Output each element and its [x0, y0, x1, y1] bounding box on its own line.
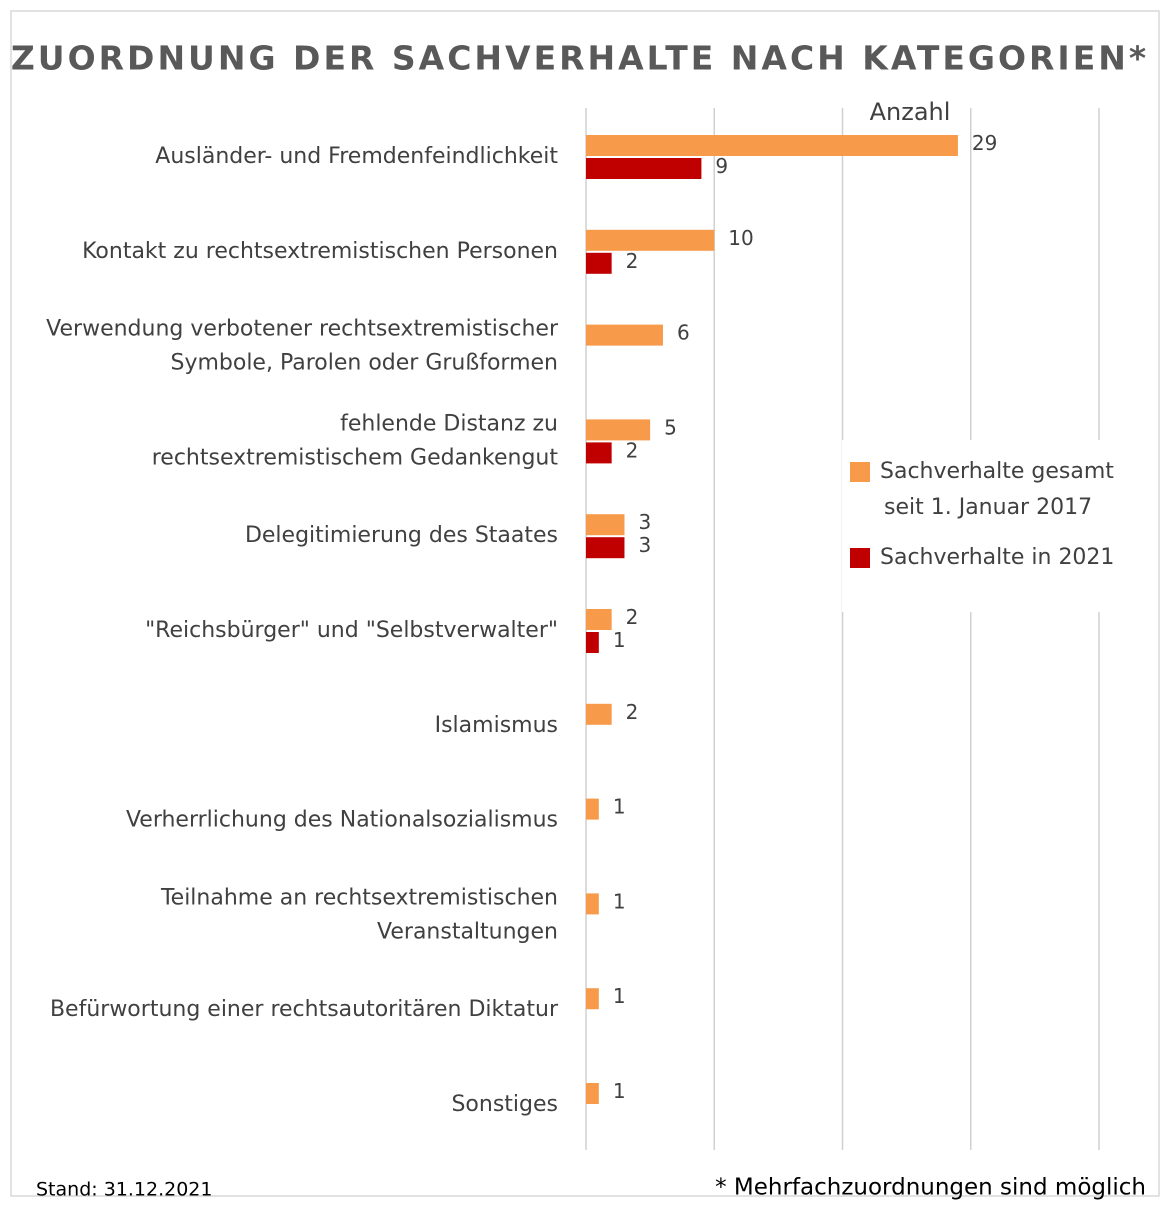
bar: [586, 537, 625, 559]
bar: [586, 324, 663, 346]
value-label: 1: [613, 628, 626, 652]
value-label: 2: [626, 249, 639, 273]
y-tick-label: Kontakt zu rechtsextremistischen Persone…: [82, 239, 558, 264]
value-label: 2: [626, 605, 639, 629]
legend-label: Sachverhalte in 2021: [880, 545, 1114, 570]
legend: Sachverhalte gesamt seit 1. Januar 2017 Sa…: [842, 440, 1132, 612]
x-axis-label: Anzahl: [870, 98, 951, 126]
bar: [586, 632, 599, 653]
legend-swatch: [850, 462, 870, 482]
bar: [586, 135, 958, 156]
y-tick-label: Delegitimierung des Staates: [245, 523, 558, 548]
bar: [586, 252, 612, 274]
y-tick-label: Befürwortung einer rechtsautoritären Dik…: [50, 997, 559, 1022]
legend-label: Sachverhalte gesamt seit 1. Januar 2017: [880, 459, 1114, 520]
footnote-right: * Mehrfachzuordnungen sind möglich: [715, 1175, 1146, 1201]
value-label: 1: [613, 1079, 626, 1103]
bar: [586, 798, 599, 820]
value-label: 29: [972, 131, 997, 155]
legend-swatch: [850, 548, 870, 568]
value-label: 2: [626, 700, 639, 724]
value-label: 1: [613, 795, 626, 819]
value-label: 6: [677, 321, 690, 345]
bar: [586, 893, 599, 915]
value-label: 5: [664, 415, 677, 439]
footnote-left: Stand: 31.12.2021: [36, 1179, 212, 1201]
y-tick-label: Verherrlichung des Nationalsozialismus: [126, 808, 558, 833]
bar: [586, 988, 599, 1010]
value-label: 10: [728, 226, 753, 250]
value-label: 9: [715, 154, 728, 178]
bar: [586, 229, 715, 251]
y-tick-label: Verwendung verbotener rechtsextremistisc…: [46, 317, 559, 376]
y-tick-label: Ausländer- und Fremdenfeindlichkeit: [155, 144, 558, 169]
y-tick-label: fehlende Distanz zu rechtsextremistischem…: [152, 411, 559, 470]
bar: [586, 1083, 599, 1104]
value-label: 2: [626, 438, 639, 462]
y-tick-label: "Reichsbürger" und "Selbstverwalter": [145, 618, 558, 643]
bar: [586, 158, 702, 179]
grid: [585, 108, 1100, 1150]
value-label: 1: [613, 889, 626, 913]
chart-title: ZUORDNUNG DER SACHVERHALTE NACH KATEGORI…: [11, 39, 1149, 78]
y-tick-label: Teilnahme an rechtsextremistischen Verans…: [160, 885, 558, 944]
legend-background: [842, 440, 1132, 612]
bar: [586, 609, 612, 630]
bar: [586, 703, 612, 725]
y-tick-label: Sonstiges: [451, 1092, 558, 1117]
value-label: 1: [613, 984, 626, 1008]
bar: [586, 514, 625, 536]
y-tick-label: Islamismus: [435, 713, 558, 738]
bar: [586, 419, 651, 441]
bar: [586, 442, 612, 464]
value-label: 3: [638, 510, 651, 534]
frame: [10, 10, 1160, 1197]
value-label: 3: [638, 533, 651, 557]
